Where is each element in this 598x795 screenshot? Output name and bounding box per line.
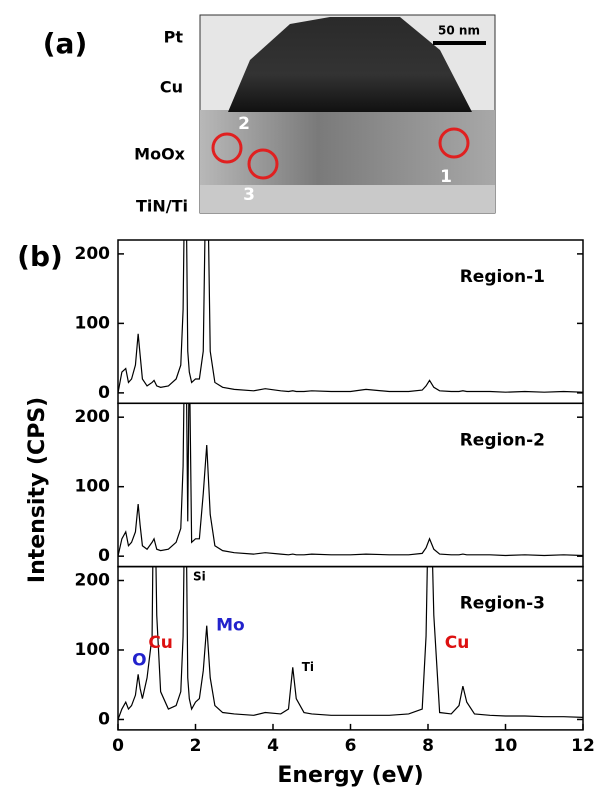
- y-tick-label: 0: [98, 383, 110, 403]
- layer-label: TiN/Ti: [136, 197, 188, 216]
- y-tick-label: 0: [98, 546, 110, 566]
- layer-label: Cu: [160, 78, 183, 97]
- x-tick-label: 10: [494, 736, 518, 756]
- peak-label: Cu: [148, 633, 173, 653]
- x-tick-label: 12: [571, 736, 595, 756]
- y-tick-label: 100: [75, 477, 111, 497]
- spectrum-line: [118, 403, 583, 557]
- x-tick-label: 8: [422, 736, 434, 756]
- layer-label: MoOx: [134, 145, 186, 164]
- layer-label: Pt: [164, 28, 184, 47]
- spectrum-line: [118, 566, 583, 720]
- y-tick-label: 200: [75, 407, 111, 427]
- region-title: Region-3: [460, 594, 545, 614]
- peak-label: Si: [193, 570, 206, 584]
- y-axis-label: Intensity (CPS): [25, 397, 50, 583]
- y-tick-label: 200: [75, 570, 111, 590]
- region-label: 2: [238, 114, 250, 134]
- x-tick-label: 4: [267, 736, 279, 756]
- region-label: 3: [243, 185, 255, 205]
- region-marker: [247, 148, 279, 180]
- peak-label: Cu: [445, 633, 470, 653]
- peak-label: Ti: [302, 660, 314, 674]
- x-tick-label: 2: [190, 736, 202, 756]
- x-tick-label: 0: [112, 736, 124, 756]
- spectra: 0100200Region-1(b)0100200Region-2Intensi…: [17, 239, 595, 788]
- scale-bar-label: 50 nm: [438, 24, 480, 38]
- spectrum-line: [118, 240, 583, 393]
- panel-label: (b): [17, 240, 63, 273]
- x-tick-label: 6: [345, 736, 357, 756]
- region-marker: [211, 132, 243, 164]
- y-tick-label: 0: [98, 709, 110, 729]
- y-tick-label: 200: [75, 244, 111, 264]
- y-tick-label: 100: [75, 313, 111, 333]
- panel-label: (a): [43, 27, 88, 60]
- peak-label: Mo: [216, 616, 245, 636]
- region-marker: [438, 127, 470, 159]
- tem-image: [199, 14, 496, 214]
- peak-label: O: [132, 650, 146, 670]
- region-title: Region-2: [460, 430, 545, 450]
- region-title: Region-1: [460, 267, 545, 287]
- y-tick-label: 100: [75, 640, 111, 660]
- region-label: 1: [440, 167, 452, 187]
- x-axis-label: Energy (eV): [277, 763, 423, 788]
